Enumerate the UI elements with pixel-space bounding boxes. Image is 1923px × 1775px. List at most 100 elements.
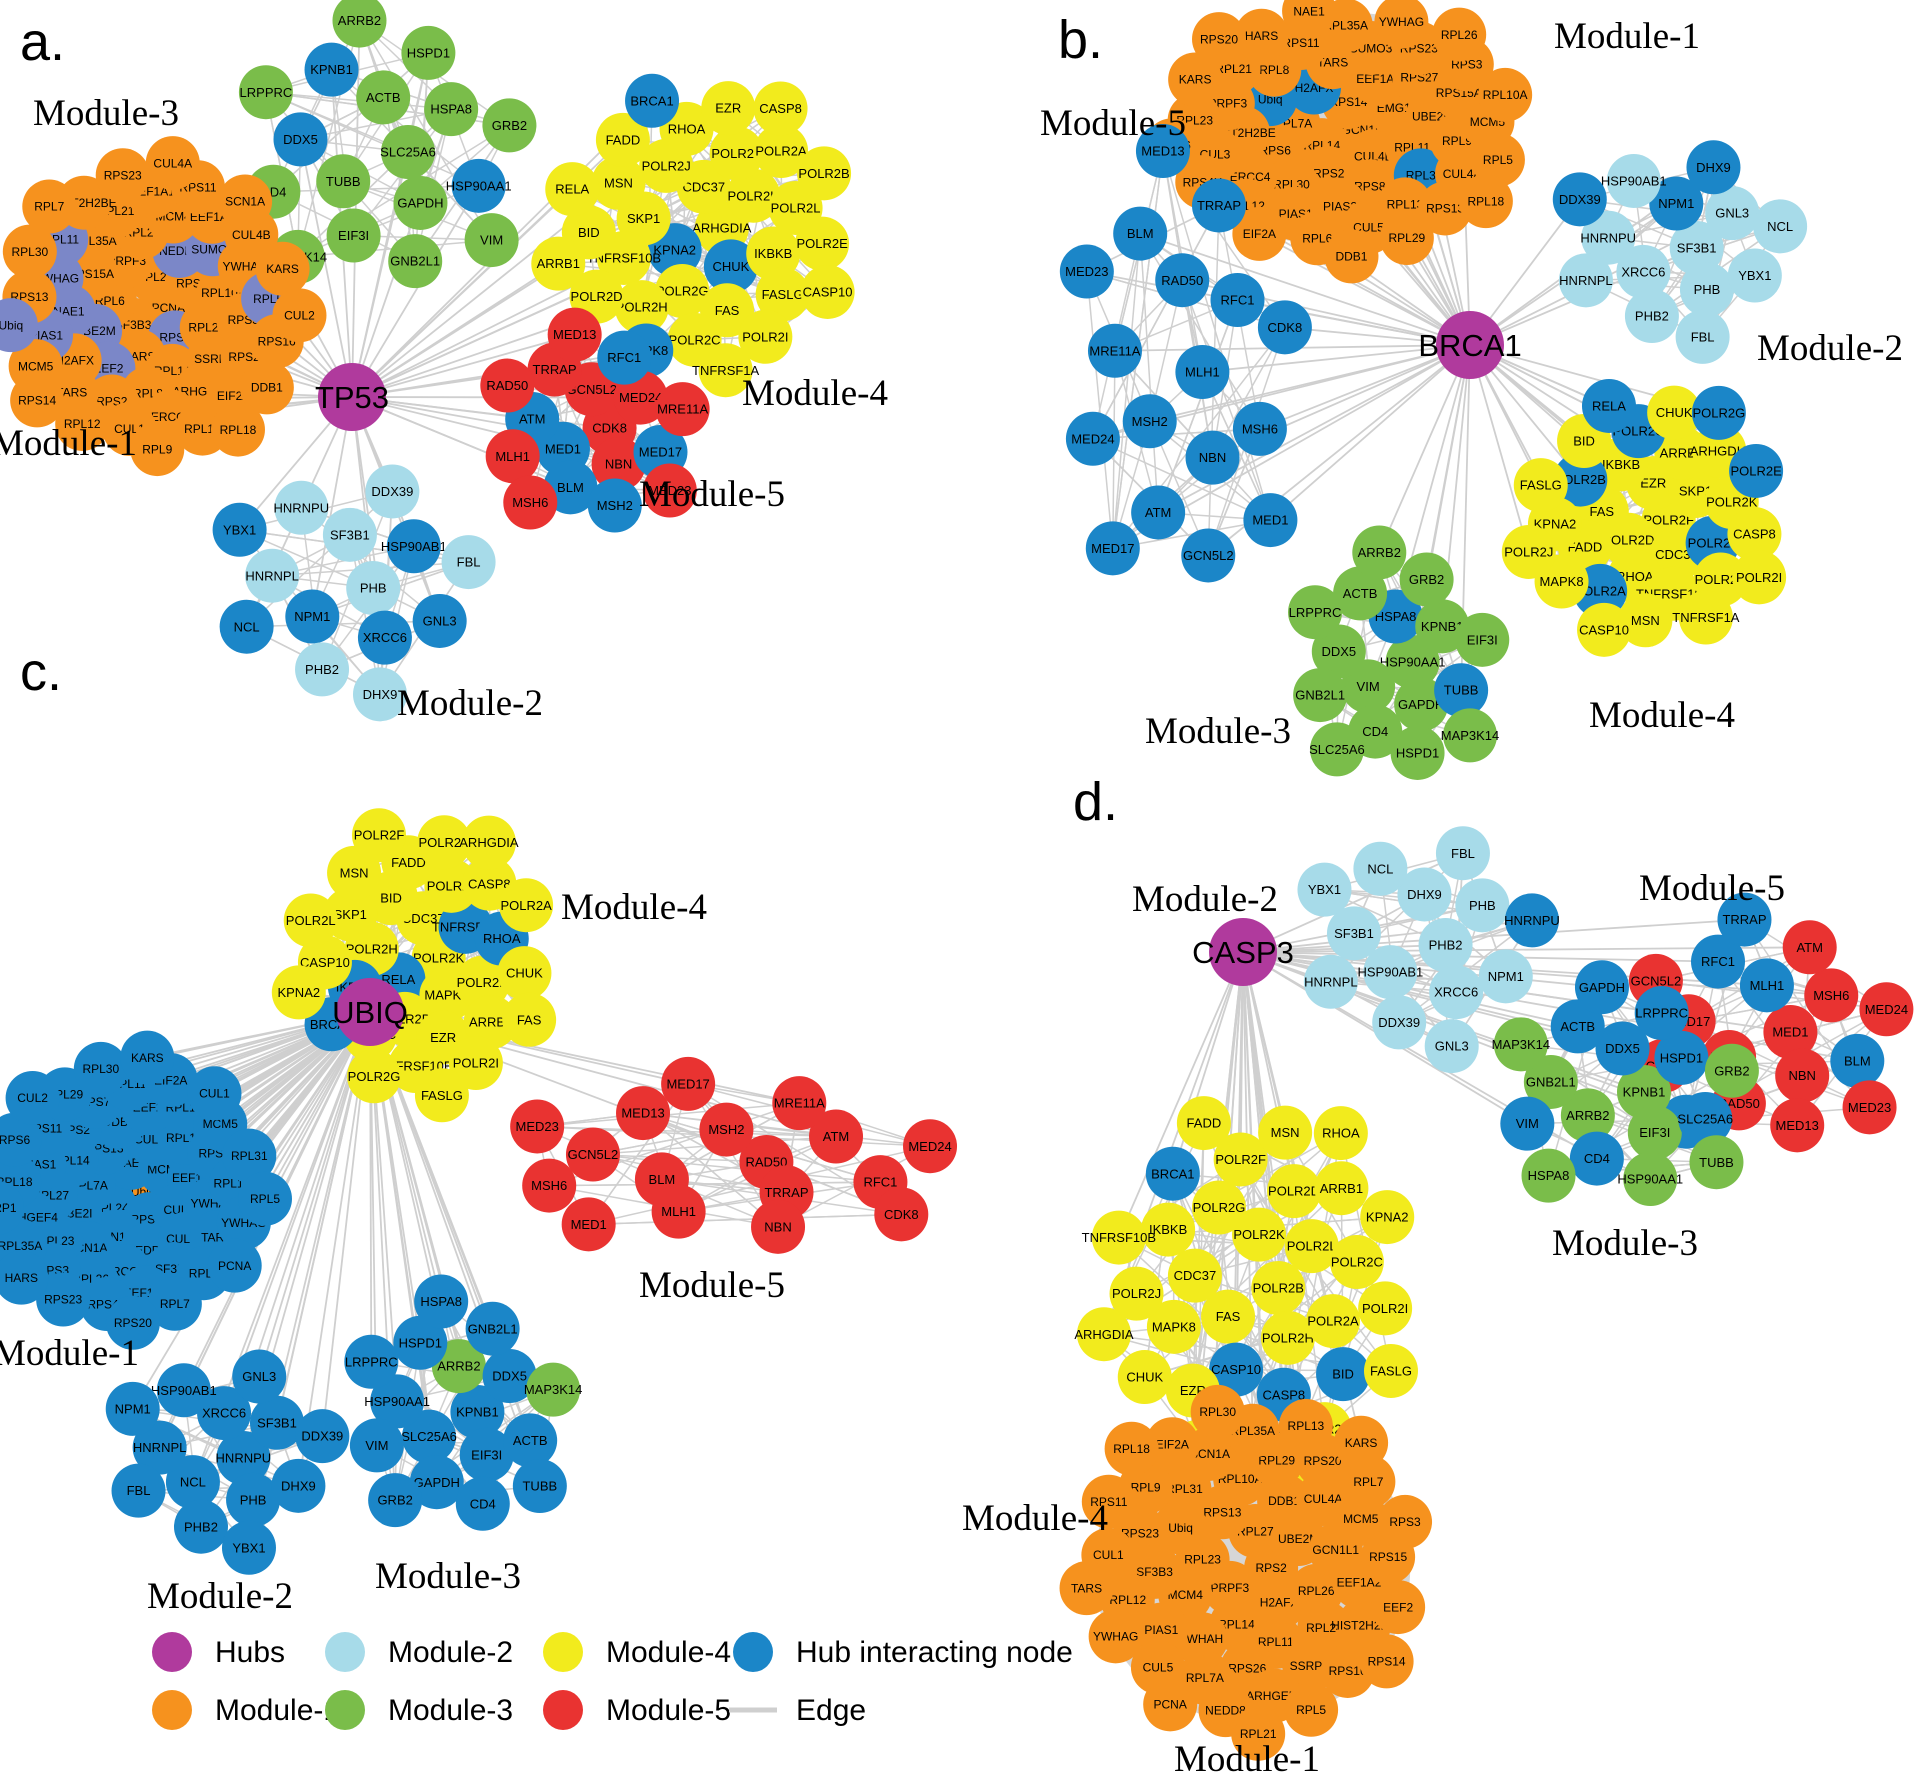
- node-circle-SF3B1[interactable]: [249, 1395, 304, 1450]
- node-BRCA1[interactable]: BRCA1: [1145, 1146, 1200, 1201]
- node-circle-POLR2I[interactable]: [448, 1036, 503, 1091]
- node-circle-MSH6[interactable]: [1232, 401, 1287, 456]
- node-circle-BRCA1[interactable]: [1145, 1146, 1200, 1201]
- node-circle-POLR2L[interactable]: [283, 893, 338, 948]
- node-circle-DHX9[interactable]: [271, 1458, 326, 1513]
- node-POLR2D[interactable]: POLR2D: [1267, 1164, 1322, 1219]
- node-circle-GAPDH[interactable]: [393, 175, 448, 230]
- node-circle-DHX9[interactable]: [352, 667, 407, 722]
- node-DDB1[interactable]: DDB1: [1324, 229, 1379, 284]
- node-circle-SLC25A6[interactable]: [1678, 1091, 1733, 1146]
- node-circle-MLH1[interactable]: [485, 429, 540, 484]
- node-circle-POLR2H[interactable]: [614, 280, 669, 335]
- node-circle-EIF2A[interactable]: [1145, 1417, 1200, 1472]
- node-circle-GAPDH[interactable]: [409, 1455, 464, 1510]
- node-CASP10[interactable]: CASP10: [800, 264, 855, 319]
- node-MED13[interactable]: MED13: [616, 1086, 671, 1141]
- node-circle-LRPPRC[interactable]: [344, 1334, 399, 1389]
- node-circle-KPNA2[interactable]: [271, 965, 326, 1020]
- node-circle-CUL2[interactable]: [5, 1070, 60, 1125]
- node-circle-PHB[interactable]: [1679, 262, 1734, 317]
- node-RPL7[interactable]: RPL7: [22, 179, 77, 234]
- node-PHB2[interactable]: PHB2: [1624, 289, 1679, 344]
- node-RPL29[interactable]: RPL29: [1379, 211, 1434, 266]
- node-circle-CUL2[interactable]: [272, 288, 327, 343]
- node-ARRB1[interactable]: ARRB1: [531, 236, 586, 291]
- node-KPNB1[interactable]: KPNB1: [304, 42, 359, 97]
- node-circle-TNFRSF1A[interactable]: [698, 343, 753, 398]
- node-POLR2F[interactable]: POLR2F: [351, 808, 406, 863]
- node-circle-FASLG[interactable]: [755, 267, 810, 322]
- node-circle-HSPD1[interactable]: [1654, 1030, 1709, 1085]
- node-circle-RPS20[interactable]: [1192, 12, 1247, 67]
- node-CHUK[interactable]: CHUK: [497, 946, 552, 1001]
- node-circle-XRCC6[interactable]: [357, 610, 412, 665]
- node-RPL5[interactable]: RPL5: [237, 1171, 292, 1226]
- node-HNRNPL[interactable]: HNRNPL: [1303, 954, 1358, 1009]
- node-circle-MSN[interactable]: [591, 155, 646, 210]
- node-circle-BLM[interactable]: [1113, 206, 1168, 261]
- node-circle-DDX39[interactable]: [365, 464, 420, 519]
- node-PHB2[interactable]: PHB2: [1418, 918, 1473, 972]
- node-circle-RPL30[interactable]: [1190, 1384, 1245, 1439]
- node-circle-DDX39[interactable]: [1552, 172, 1607, 227]
- node-circle-CASP10[interactable]: [800, 264, 855, 319]
- node-NCL[interactable]: NCL: [1753, 199, 1808, 254]
- node-POLR2A[interactable]: POLR2A: [1306, 1294, 1361, 1349]
- node-circle-MED13[interactable]: [547, 307, 602, 362]
- node-circle-CDK8[interactable]: [874, 1187, 929, 1242]
- node-circle-XRCC6[interactable]: [197, 1386, 252, 1441]
- node-circle-POLR2E[interactable]: [1729, 443, 1784, 498]
- node-circle-DDB1[interactable]: [239, 360, 294, 415]
- node-IKBKB[interactable]: IKBKB: [1141, 1202, 1196, 1257]
- node-circle-TNFRSF1A[interactable]: [1678, 590, 1733, 645]
- node-circle-MAP3K14[interactable]: [1443, 708, 1498, 763]
- node-MRE11A[interactable]: MRE11A: [772, 1076, 827, 1131]
- node-YBX1[interactable]: YBX1: [212, 502, 267, 557]
- node-circle-ACTB[interactable]: [1333, 566, 1388, 621]
- node-circle-HSP90AB1[interactable]: [156, 1363, 211, 1418]
- node-POLR2C[interactable]: POLR2C: [1329, 1235, 1384, 1290]
- node-BLM[interactable]: BLM: [1113, 206, 1168, 261]
- node-circle-IKBKB[interactable]: [746, 226, 801, 281]
- node-EIF3I[interactable]: EIF3I: [1627, 1105, 1682, 1160]
- node-LRPPRC[interactable]: LRPPRC: [1288, 585, 1343, 640]
- node-circle-HSPD1[interactable]: [1390, 725, 1445, 780]
- node-circle-POLR2E[interactable]: [795, 216, 850, 271]
- node-RELA[interactable]: RELA: [1581, 378, 1636, 433]
- node-circle-RPS3[interactable]: [1378, 1494, 1433, 1549]
- node-circle-EIF3I[interactable]: [1455, 612, 1510, 667]
- node-MED23[interactable]: MED23: [1059, 244, 1114, 299]
- node-circle-HSP90AB1[interactable]: [1363, 945, 1418, 1000]
- node-FBL[interactable]: FBL: [1435, 826, 1490, 881]
- node-circle-EIF3I[interactable]: [459, 1427, 514, 1482]
- node-ATM[interactable]: ATM: [1131, 485, 1186, 540]
- node-CD4[interactable]: CD4: [455, 1476, 510, 1531]
- node-circle-SF3B1[interactable]: [1669, 221, 1724, 275]
- node-circle-ACTB[interactable]: [356, 70, 411, 125]
- node-MED24[interactable]: MED24: [903, 1119, 958, 1174]
- node-circle-MAP3K14[interactable]: [526, 1362, 581, 1417]
- node-circle-POLR2F[interactable]: [709, 126, 764, 181]
- node-circle-RFC1[interactable]: [597, 330, 652, 385]
- hub-BRCA1[interactable]: [1436, 311, 1504, 379]
- node-RPL5[interactable]: RPL5: [1284, 1682, 1339, 1737]
- node-circle-KPNB1[interactable]: [304, 42, 359, 97]
- node-RPL30[interactable]: RPL30: [73, 1041, 128, 1096]
- node-circle-ARRB1[interactable]: [531, 236, 586, 291]
- node-circle-FAS[interactable]: [1201, 1289, 1256, 1344]
- node-circle-VIM[interactable]: [464, 213, 519, 268]
- node-circle-SCN1A[interactable]: [218, 174, 273, 229]
- node-circle-ARRB1[interactable]: [463, 995, 518, 1050]
- node-circle-POLR2F[interactable]: [351, 808, 406, 863]
- node-DDX39[interactable]: DDX39: [295, 1409, 350, 1464]
- node-circle-BRCA1[interactable]: [625, 73, 680, 128]
- node-circle-NPM1[interactable]: [1649, 176, 1704, 231]
- node-POLR2B[interactable]: POLR2B: [1251, 1261, 1306, 1315]
- node-circle-FAS[interactable]: [502, 992, 557, 1047]
- node-circle-DDX39[interactable]: [1372, 995, 1427, 1050]
- node-ATM[interactable]: ATM: [1782, 920, 1837, 975]
- node-circle-NCL[interactable]: [1353, 841, 1408, 896]
- node-TUBB[interactable]: TUBB: [512, 1459, 567, 1514]
- node-circle-PCNA[interactable]: [1143, 1677, 1198, 1732]
